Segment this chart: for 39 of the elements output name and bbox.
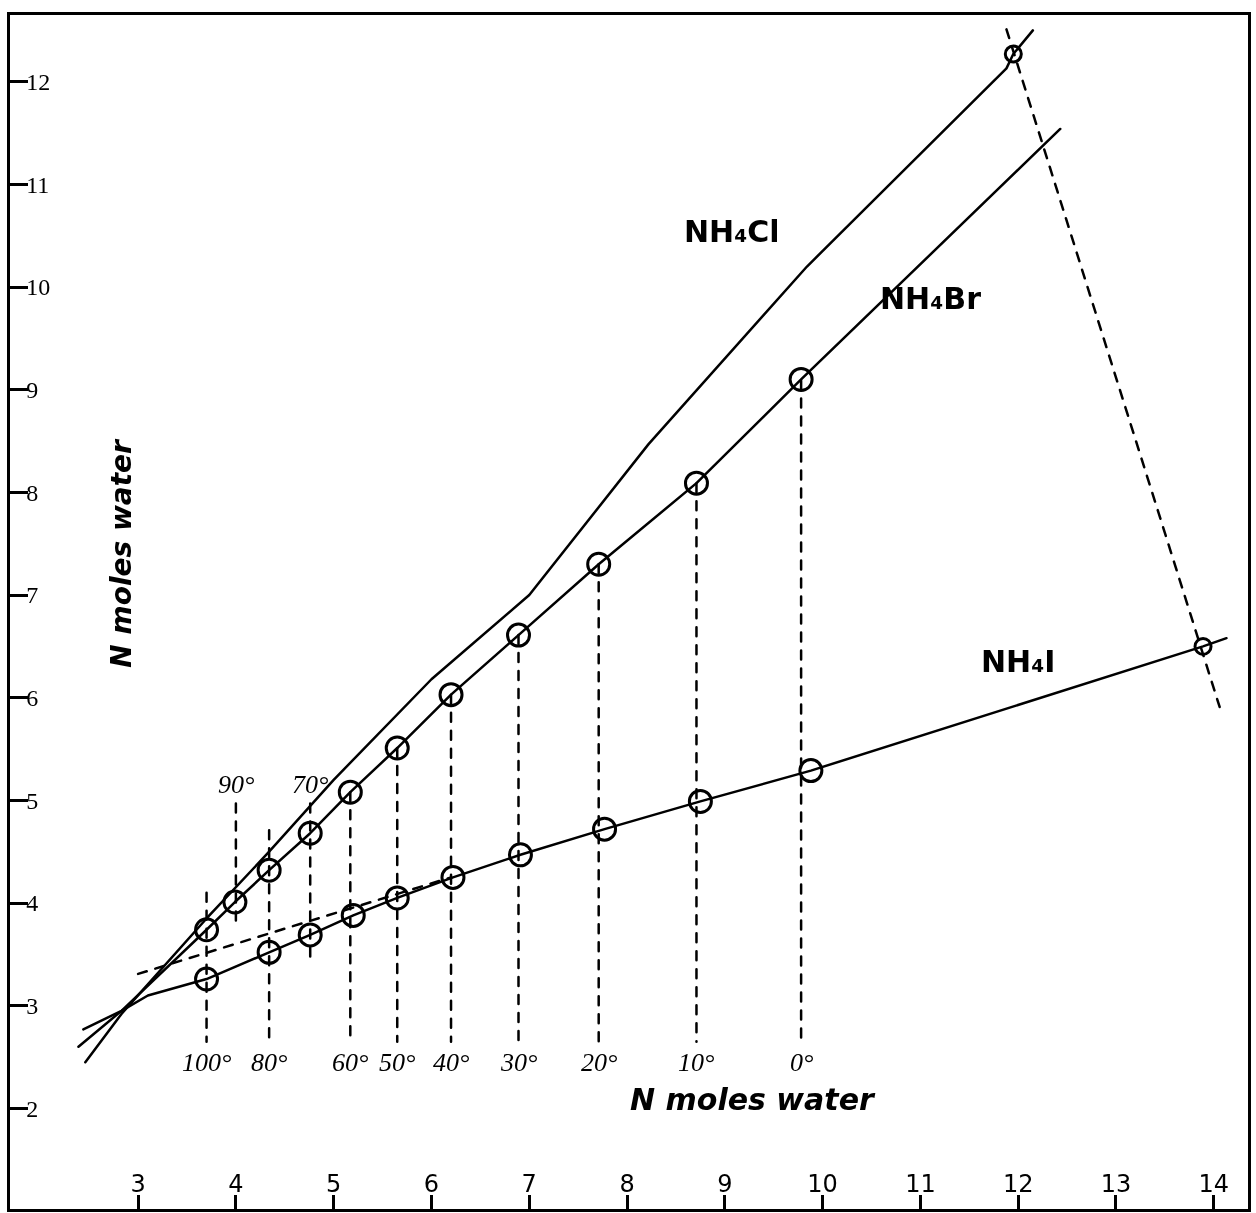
x-tick-label: 7 xyxy=(521,1170,537,1198)
annotation: 80° xyxy=(251,1048,288,1077)
y-tick-label: 3 xyxy=(26,993,39,1020)
annotation: 20° xyxy=(581,1048,618,1077)
x-tick-label: 9 xyxy=(717,1170,733,1198)
annotation: 40° xyxy=(433,1048,470,1077)
annotation: 90° xyxy=(218,770,255,799)
y-tick-label: 7 xyxy=(26,582,39,609)
y-tick-label: 12 xyxy=(26,69,51,96)
x-tick-label: 8 xyxy=(619,1170,635,1198)
series-label: NH₄Cl xyxy=(684,214,780,249)
y-axis-title: N moles water xyxy=(105,437,139,668)
x-tick-label: 3 xyxy=(130,1170,146,1198)
x-tick-label: 11 xyxy=(905,1170,936,1198)
y-tick-label: 8 xyxy=(26,479,39,506)
annotation: 30° xyxy=(500,1048,538,1077)
annotation: 50° xyxy=(379,1048,416,1077)
x-tick-label: 6 xyxy=(423,1170,440,1198)
x-tick-label: 10 xyxy=(807,1170,838,1198)
y-tick-label: 10 xyxy=(26,274,51,301)
x-axis-title: N moles water xyxy=(630,1082,876,1117)
annotation: 100° xyxy=(182,1048,232,1077)
y-tick-label: 9 xyxy=(26,377,39,404)
x-tick-label: 13 xyxy=(1100,1170,1132,1198)
y-tick-label: 6 xyxy=(26,685,39,712)
y-tick-label: 2 xyxy=(26,1095,39,1122)
y-tick-label: 5 xyxy=(26,787,39,814)
x-tick-label: 4 xyxy=(228,1170,244,1198)
y-tick-label: 11 xyxy=(26,171,50,198)
series-label: NH₄I xyxy=(981,644,1056,679)
annotation: 0° xyxy=(790,1048,814,1077)
annotation: 10° xyxy=(678,1048,715,1077)
annotation: 60° xyxy=(332,1048,369,1077)
x-tick-label: 12 xyxy=(1002,1170,1034,1198)
series-label: NH₄Br xyxy=(880,281,982,316)
x-tick-label: 14 xyxy=(1198,1170,1230,1198)
annotation: 70° xyxy=(292,770,329,799)
x-tick-label: 5 xyxy=(326,1170,342,1198)
y-tick-label: 4 xyxy=(26,890,39,917)
